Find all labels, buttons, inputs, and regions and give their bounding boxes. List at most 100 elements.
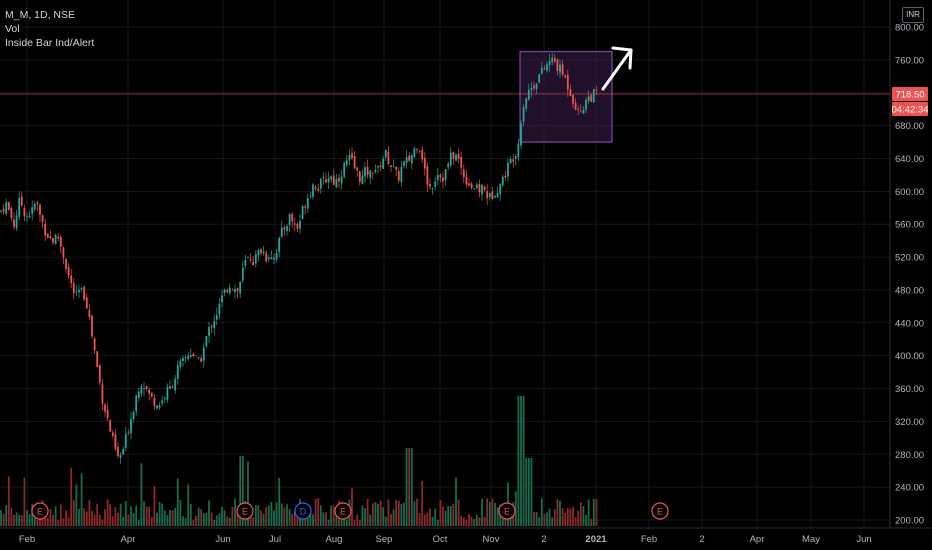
volume-bar [182, 516, 184, 526]
dividend-marker[interactable]: D [294, 502, 312, 520]
candle-body [44, 223, 47, 236]
candle-body [130, 418, 132, 434]
volume-bar [538, 517, 541, 526]
candle-body [0, 210, 2, 212]
candle-body [520, 123, 522, 146]
volume-bar [49, 509, 52, 526]
arrow-head [611, 46, 633, 70]
y-tick-label: 800.00 [895, 23, 924, 34]
candle-body [533, 85, 535, 89]
candle-body [442, 177, 444, 182]
candle-body [366, 166, 369, 176]
price-labels: 718.50 04:42:34 [892, 86, 928, 116]
volume-bar [62, 518, 65, 526]
volume-bar [535, 512, 538, 526]
candle-body [325, 179, 327, 183]
volume-bar [442, 506, 444, 526]
volume-bar [429, 508, 431, 526]
volume-bar [101, 519, 104, 526]
candle-body [166, 386, 169, 400]
inside-bar-indicator-label[interactable]: Inside Bar Ind/Alert [5, 37, 95, 49]
candle-body [561, 64, 564, 75]
volume-bar [413, 501, 416, 526]
candle-body [26, 216, 28, 217]
volume-bar [262, 513, 265, 526]
y-tick-label: 520.00 [895, 253, 924, 264]
volume-bar [590, 518, 593, 526]
volume-bar [444, 510, 447, 526]
candle-body [174, 378, 177, 391]
volume-bar [335, 514, 338, 526]
candle-body [239, 281, 242, 294]
earnings-marker[interactable]: E [236, 502, 254, 520]
candle-body [400, 167, 403, 182]
earnings-marker[interactable]: E [651, 502, 669, 520]
volume-bar [379, 500, 382, 526]
volume-bar [561, 507, 564, 526]
volume-bar [564, 512, 567, 526]
candle-body [496, 193, 499, 198]
trend-arrow-icon [601, 46, 633, 91]
volume-bar [585, 514, 587, 526]
candle-body [114, 434, 117, 449]
event-marker-circle [498, 502, 516, 520]
volume-bar [455, 477, 457, 526]
last-price-tag [892, 86, 928, 101]
volume-bar [559, 500, 561, 526]
candle-body [72, 283, 75, 294]
currency-button[interactable]: INR [902, 7, 924, 23]
earnings-marker[interactable]: E [31, 502, 49, 520]
volume-bar [176, 478, 179, 526]
event-marker-label: D [300, 507, 307, 517]
earnings-marker[interactable]: E [334, 502, 352, 520]
volume-bar [111, 516, 114, 526]
candle-body [257, 249, 260, 256]
candle-body [49, 236, 52, 239]
candle-body [481, 184, 483, 195]
volume-bar [353, 519, 356, 526]
volume-bar [23, 477, 26, 526]
candle-body [478, 183, 481, 193]
candle-body [267, 257, 270, 260]
candle-body [449, 152, 452, 166]
volume-bar [234, 499, 236, 526]
candle-body [312, 184, 314, 198]
volume-bar [26, 510, 28, 526]
candle-body [202, 347, 205, 361]
symbol-title[interactable]: M_M, 1D, NSE [5, 9, 76, 21]
candle-body [23, 207, 26, 217]
candle-body [195, 355, 197, 357]
volume-bar [59, 504, 62, 526]
candle-body [88, 309, 91, 318]
candle-body [91, 315, 93, 337]
event-marker-circle [236, 502, 254, 520]
volume-bar [213, 519, 216, 526]
volume-bar [171, 510, 174, 526]
volume-bar [7, 476, 10, 526]
candle-body [351, 153, 353, 159]
price-axis[interactable]: 200.00 240.00 280.00 320.00 360.00 400.00 440.… [889, 0, 924, 528]
candle-body [434, 181, 437, 187]
x-tick-label: Jul [269, 534, 281, 545]
volume-bar [2, 513, 5, 526]
candle-body [179, 360, 182, 367]
volume-bar [408, 448, 411, 526]
countdown-tag [892, 101, 928, 116]
candle-body [408, 155, 411, 161]
x-tick-label: Jun [215, 534, 230, 545]
x-tick-label: Sep [376, 534, 393, 545]
volume-bar [114, 507, 117, 526]
volume-indicator-label[interactable]: Vol [5, 23, 20, 35]
earnings-marker[interactable]: E [498, 502, 516, 520]
time-axis[interactable]: Feb Apr Jun Jul Aug Sep Oct Nov 2 2021 Feb 2 Apr May J… [0, 527, 932, 545]
candle-body [208, 327, 210, 336]
volume-bar [382, 507, 385, 526]
candle-body [270, 257, 273, 260]
candle-body [236, 288, 239, 292]
volume-bar [208, 500, 210, 526]
candle-body [215, 315, 218, 320]
x-tick-label: Nov [483, 534, 500, 545]
candle-body [535, 83, 538, 90]
